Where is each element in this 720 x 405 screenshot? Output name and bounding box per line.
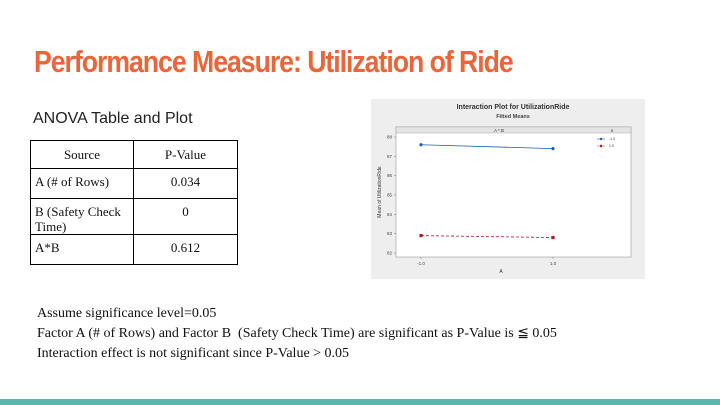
- row-source: A*B: [30, 234, 134, 265]
- y-tick-label: 88: [387, 135, 393, 140]
- slide-title: Performance Measure: Utilization of Ride: [34, 44, 514, 79]
- table-header-row: Source P-Value: [30, 140, 238, 169]
- plot-area: [395, 126, 632, 258]
- y-tick-label: 87: [387, 154, 393, 159]
- data-point: [551, 235, 555, 240]
- y-tick-label: 86: [387, 173, 393, 178]
- row-pvalue: 0: [133, 198, 238, 235]
- y-tick-label: 85: [387, 193, 393, 198]
- legend-marker: [599, 144, 603, 148]
- series-line: [420, 235, 554, 238]
- y-tick-label: 82: [387, 251, 393, 256]
- y-axis-label: Mean of UtilizationRide: [377, 166, 383, 218]
- slide-subtitle: ANOVA Table and Plot: [33, 110, 193, 127]
- anova-table: Source P-Value A (# of Rows) 0.034 B (Sa…: [30, 140, 238, 265]
- row-source: B (Safety Check Time): [30, 198, 134, 235]
- bottom-accent-bar: [0, 399, 720, 405]
- chart-subtitle: Fitted Means: [496, 114, 530, 120]
- note-line: Interaction effect is not significant si…: [37, 346, 350, 361]
- data-point: [419, 234, 423, 238]
- table-row: A (# of Rows) 0.034: [30, 168, 238, 199]
- table-row: A*B 0.612: [30, 234, 238, 265]
- series-line: [420, 144, 554, 149]
- panel-strip: [395, 126, 632, 134]
- note-line: Factor A (# of Rows) and Factor B (Safet…: [37, 326, 557, 341]
- x-tick-label: 1.0: [550, 261, 557, 266]
- row-source: A (# of Rows): [30, 168, 134, 199]
- x-axis-label: A: [499, 269, 503, 275]
- data-point: [419, 143, 423, 147]
- row-pvalue: 0.612: [133, 234, 238, 265]
- panel-label: A * B: [494, 128, 504, 133]
- table-row: B (Safety Check Time) 0: [30, 198, 238, 235]
- legend-label: 1.0: [609, 144, 614, 148]
- interaction-plot: Interaction Plot for UtilizationRide Fit…: [371, 99, 645, 279]
- legend-label: -1.0: [609, 137, 615, 141]
- row-pvalue: 0.034: [133, 168, 238, 199]
- note-line: Assume significance level=0.05: [37, 306, 217, 321]
- chart-title: Interaction Plot for UtilizationRide: [457, 104, 570, 111]
- notes: Assume significance level=0.05 Factor A …: [37, 304, 557, 364]
- x-tick-label: -1.0: [417, 261, 425, 266]
- legend-title: B: [611, 129, 614, 133]
- y-tick-label: 84: [387, 212, 393, 217]
- y-tick-label: 83: [387, 231, 393, 236]
- interaction-plot-svg: Interaction Plot for UtilizationRide Fit…: [377, 104, 632, 275]
- data-point: [551, 147, 555, 151]
- header-source: Source: [30, 140, 134, 169]
- header-pvalue: P-Value: [133, 140, 238, 169]
- legend-marker: [599, 137, 603, 141]
